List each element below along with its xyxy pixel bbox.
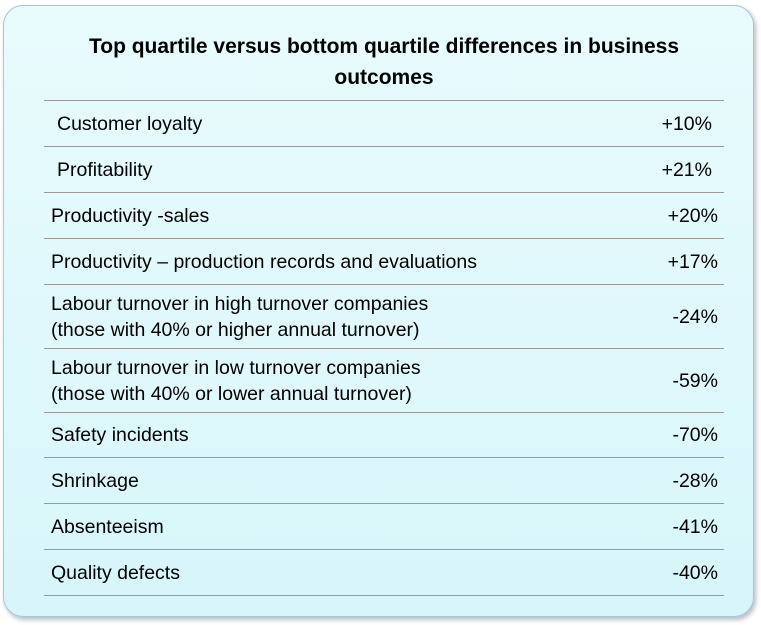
table-row: Profitability +21%: [44, 147, 724, 193]
row-value: -41%: [672, 515, 718, 538]
outcomes-table: Customer loyalty +10% Profitability +21%…: [44, 100, 724, 596]
row-label: Labour turnover in low turnover companie…: [51, 356, 421, 405]
row-value: +21%: [661, 158, 712, 181]
row-value: -70%: [672, 424, 718, 446]
row-value: -24%: [672, 305, 718, 328]
table-row: Productivity -sales +20%: [44, 193, 724, 239]
row-label: Safety incidents: [51, 424, 189, 446]
table-row: Absenteeism -41%: [44, 504, 724, 550]
row-label: Labour turnover in high turnover compani…: [51, 292, 429, 341]
table-row: Shrinkage -28%: [44, 458, 724, 504]
table-title: Top quartile versus bottom quartile diff…: [88, 35, 680, 89]
row-label: Quality defects: [51, 561, 180, 584]
row-label: Absenteeism: [51, 515, 164, 538]
outcomes-panel: Top quartile versus bottom quartile diff…: [3, 5, 754, 617]
table-row: Quality defects -40%: [44, 550, 724, 596]
table-row: Safety incidents -70%: [44, 413, 724, 458]
row-value: +10%: [661, 112, 712, 135]
table-row: Customer loyalty +10%: [44, 101, 724, 147]
table-row: Labour turnover in low turnover companie…: [44, 349, 724, 413]
row-label: Productivity – production records and ev…: [51, 250, 477, 273]
table-row: Labour turnover in high turnover compani…: [44, 285, 724, 349]
row-value: -28%: [672, 469, 718, 492]
row-label: Shrinkage: [51, 469, 139, 492]
row-value: -40%: [672, 561, 718, 584]
row-value: +17%: [667, 250, 718, 273]
row-label: Customer loyalty: [57, 112, 203, 135]
row-label: Profitability: [57, 158, 153, 181]
row-value: +20%: [667, 204, 718, 227]
row-label: Productivity -sales: [51, 204, 210, 227]
row-value: -59%: [672, 369, 718, 392]
table-row: Productivity – production records and ev…: [44, 239, 724, 285]
